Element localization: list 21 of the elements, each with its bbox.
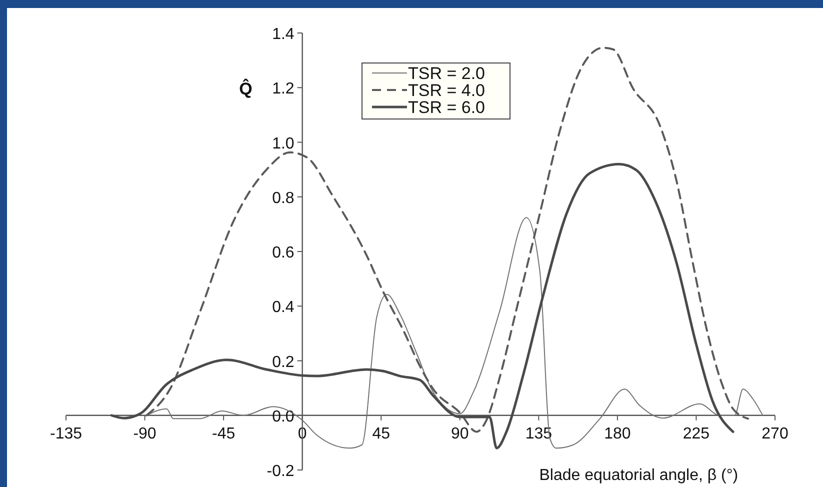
y-tick-label: 0.4 (272, 299, 294, 316)
y-tick-label: 1.0 (272, 135, 294, 152)
legend-label: TSR = 6.0 (408, 98, 486, 117)
x-tick-label: 180 (604, 425, 631, 442)
y-tick-label: 0.8 (272, 190, 294, 207)
x-tick-label: -90 (133, 425, 156, 442)
x-tick-label: 225 (682, 425, 710, 442)
y-tick-label: 0.6 (272, 244, 294, 262)
x-tick-label: 90 (450, 425, 469, 442)
legend-label: TSR = 2.0 (408, 64, 486, 83)
x-axis-title: Blade equatorial angle, β (°) (539, 467, 738, 484)
y-tick-label: 1.4 (272, 26, 294, 43)
y-tick-label: -0.2 (266, 463, 294, 480)
x-tick-label: 45 (372, 425, 390, 442)
x-tick-label: -135 (50, 425, 82, 442)
legend-label: TSR = 4.0 (408, 81, 486, 100)
y-tick-label: 0.2 (272, 354, 294, 371)
y-tick-label: 1.2 (272, 80, 294, 98)
x-tick-label: -45 (212, 425, 236, 442)
y-axis-title: Q̂ (239, 78, 252, 99)
x-tick-label: 270 (762, 425, 788, 442)
